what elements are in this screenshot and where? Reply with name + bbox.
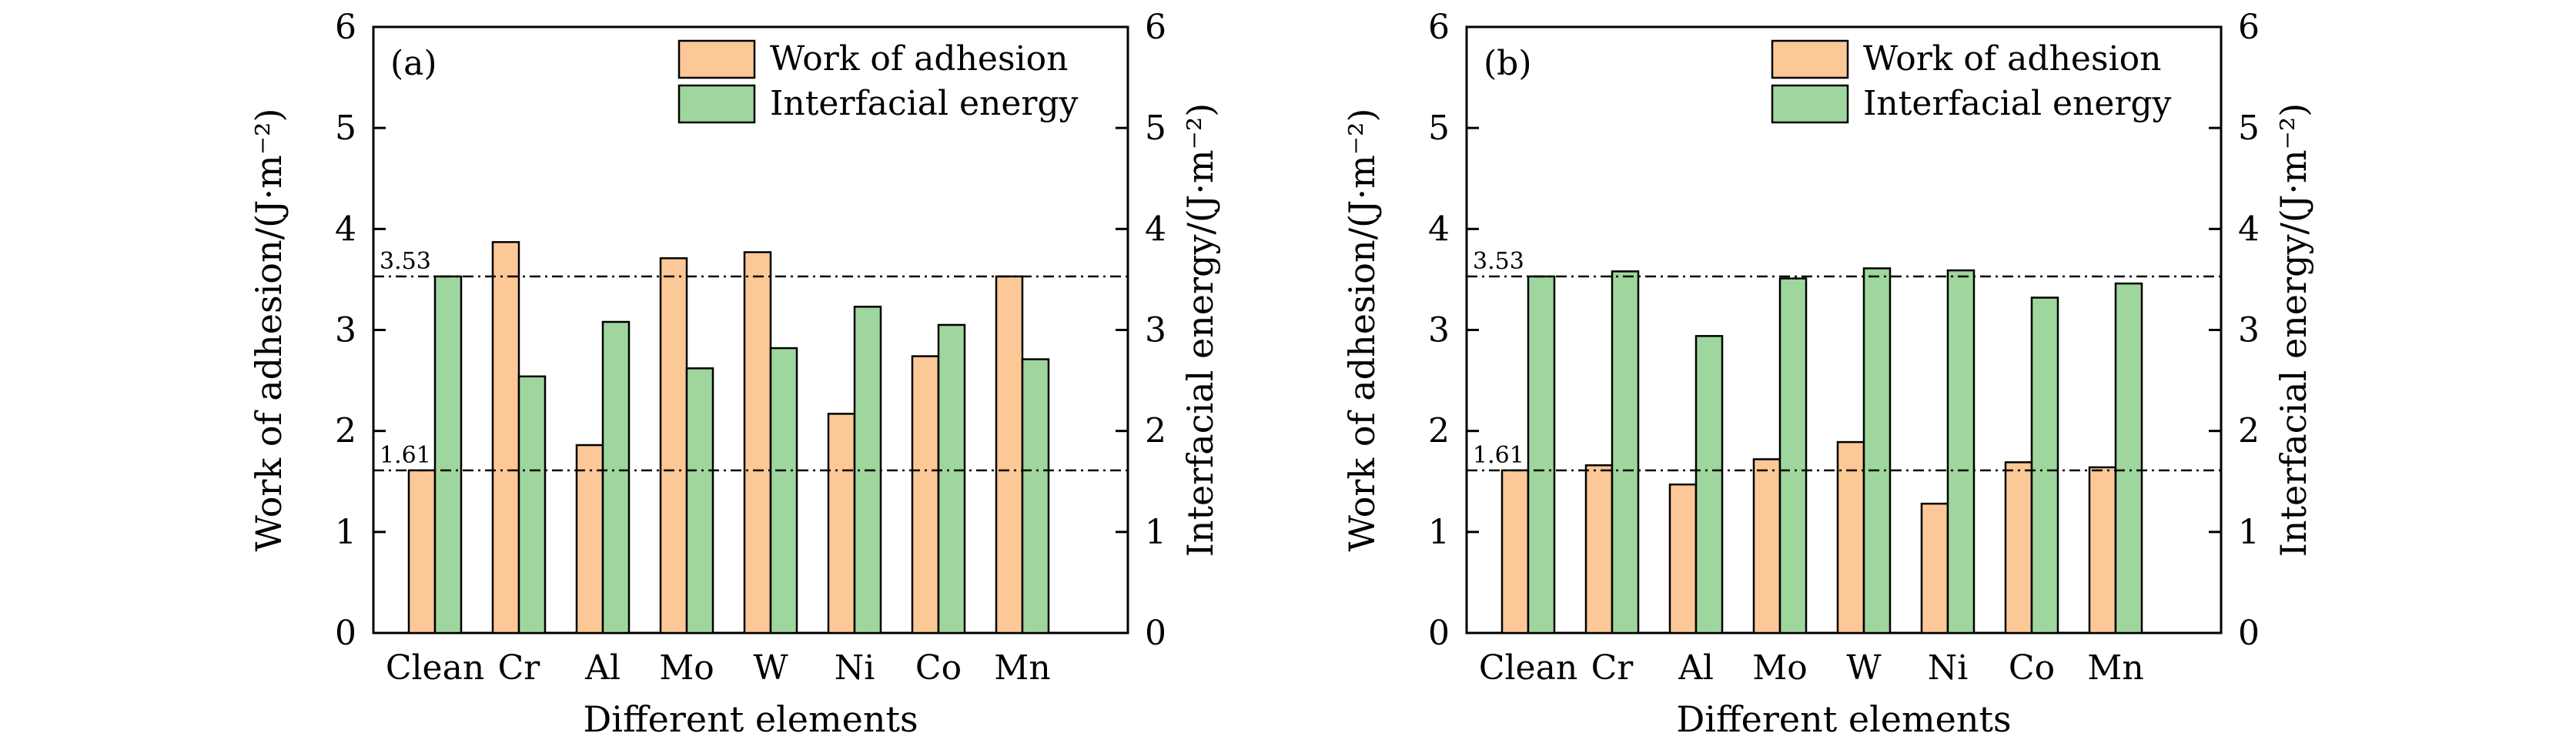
y-tick-label-right: 3 [1145,311,1166,350]
bar-work-of-adhesion-w [743,251,772,634]
bar-interfacial-energy-al [601,320,631,634]
bar-interfacial-energy-co [937,323,966,634]
x-category-label: Mn [2087,648,2143,688]
y-tick-label-left: 6 [335,8,356,47]
y-tick-label-left: 1 [1428,513,1450,552]
bar-work-of-adhesion-al [575,444,604,634]
x-category-label: Co [2009,648,2055,688]
bar-work-of-adhesion-clean [407,469,437,634]
y-tick-label-right: 4 [2238,209,2260,249]
bar-work-of-adhesion-mn [995,275,1024,634]
bar-interfacial-energy-clean [433,275,463,634]
legend-swatch-interfacial-energy [677,84,756,124]
y-tick-label-left: 2 [1428,412,1450,451]
chart-panel-b: 0 0 1 1 2 2 3 3 4 4 5 5 6 6 Clean Cr Al Mo W Ni Co Mn 3.53 1.61… [1341,8,2314,740]
bar-work-of-adhesion-w [1836,440,1865,634]
y-tick-label-left: 6 [1428,8,1450,47]
y-tick-label-left: 0 [335,614,356,653]
reference-line-label: 1.61 [380,442,431,469]
legend-swatch-work-of-adhesion [1771,39,1849,79]
y-tick-label-left: 5 [1428,109,1450,148]
y-tick-label-right: 3 [2238,311,2260,350]
legend-swatch-work-of-adhesion [677,39,756,79]
bar-interfacial-energy-co [2030,296,2059,634]
x-category-label: Al [1678,648,1714,688]
bar-work-of-adhesion-co [2004,461,2033,634]
x-category-label: Cr [498,648,541,688]
bar-work-of-adhesion-mn [2088,466,2117,634]
x-category-label: W [1846,648,1882,688]
chart-panel-a: 0 0 1 1 2 2 3 3 4 4 5 5 6 6 Clean Cr Al Mo W Ni Co Mn 3.53 1.61… [248,8,1221,740]
x-category-label: W [753,648,788,688]
legend-swatch-interfacial-energy [1771,84,1849,124]
bar-interfacial-energy-mo [1778,277,1808,634]
y-axis-title-right: Interfacial energy/(J·m⁻²) [1179,103,1221,557]
x-category-label: Ni [1928,648,1969,688]
y-tick-label-left: 2 [335,412,356,451]
x-category-label: Mo [1752,648,1808,688]
bar-interfacial-energy-clean [1527,275,1556,634]
y-axis-title-right: Interfacial energy/(J·m⁻²) [2273,103,2314,557]
y-tick-label-left: 4 [335,209,356,249]
y-tick-label-right: 6 [1145,8,1166,47]
bar-work-of-adhesion-clean [1500,469,1530,634]
bar-work-of-adhesion-mo [659,257,688,634]
legend-label-work-of-adhesion: Work of adhesion [770,39,1068,79]
x-category-label: Cr [1591,648,1634,688]
reference-line-label: 3.53 [1473,248,1524,275]
bar-work-of-adhesion-ni [1920,502,1949,634]
bar-work-of-adhesion-mo [1752,458,1781,634]
bar-interfacial-energy-mn [1021,358,1050,634]
x-axis-title: Different elements [583,698,918,740]
y-tick-label-right: 1 [1145,513,1166,552]
bar-work-of-adhesion-co [911,355,940,634]
y-tick-label-left: 0 [1428,614,1450,653]
bar-work-of-adhesion-cr [1584,464,1614,634]
x-category-label: Mo [659,648,714,688]
bar-work-of-adhesion-ni [827,413,856,634]
y-tick-label-left: 3 [335,311,356,350]
y-tick-label-left: 4 [1428,209,1450,249]
legend-label-interfacial-energy: Interfacial energy [1863,84,2172,123]
bar-interfacial-energy-ni [1946,269,1975,634]
reference-line-label: 1.61 [1473,442,1524,469]
x-category-label: Clean [1479,648,1577,688]
y-tick-label-left: 3 [1428,311,1450,350]
bar-interfacial-energy-cr [517,375,547,634]
legend-label-work-of-adhesion: Work of adhesion [1863,39,2161,79]
x-axis-title: Different elements [1676,698,2011,740]
panel-label: (a) [390,44,437,83]
y-tick-label-left: 1 [335,513,356,552]
bar-interfacial-energy-al [1694,335,1724,634]
y-axis-title-left: Work of adhesion/(J·m⁻²) [248,109,289,552]
bar-interfacial-energy-mo [685,367,714,634]
y-axis-title-left: Work of adhesion/(J·m⁻²) [1341,109,1383,552]
y-tick-label-right: 1 [2238,513,2260,552]
bar-interfacial-energy-w [1862,267,1892,634]
y-tick-label-right: 5 [1145,109,1166,148]
bar-interfacial-energy-cr [1611,270,1640,634]
x-category-label: Clean [386,648,484,688]
y-tick-label-right: 4 [1145,209,1166,249]
y-tick-label-right: 6 [2238,8,2260,47]
bar-work-of-adhesion-cr [491,241,520,634]
y-tick-label-left: 5 [335,109,356,148]
reference-line-label: 3.53 [380,248,431,275]
panel-label: (b) [1484,44,1532,83]
x-category-label: Mn [994,648,1050,688]
bar-interfacial-energy-w [769,347,798,634]
y-tick-label-right: 0 [2238,614,2260,653]
bar-interfacial-energy-mn [2114,282,2143,634]
bar-work-of-adhesion-al [1668,483,1698,634]
x-category-label: Al [584,648,621,688]
x-category-label: Ni [835,648,875,688]
y-tick-label-right: 5 [2238,109,2260,148]
legend-label-interfacial-energy: Interfacial energy [770,84,1079,123]
y-tick-label-right: 2 [1145,412,1166,451]
x-category-label: Co [915,648,962,688]
y-tick-label-right: 0 [1145,614,1166,653]
y-tick-label-right: 2 [2238,412,2260,451]
